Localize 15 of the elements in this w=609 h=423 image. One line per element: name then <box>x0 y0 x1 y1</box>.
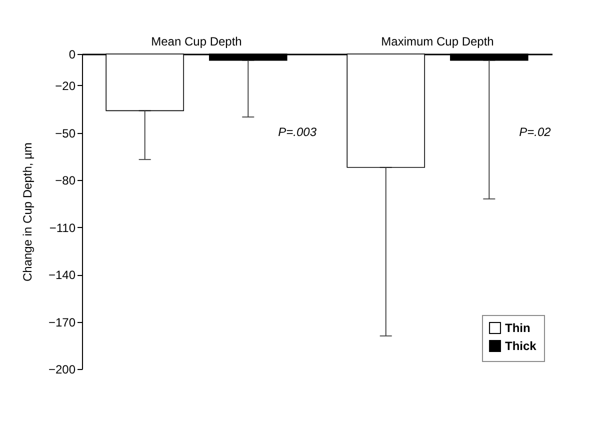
y-tick-label: 0 <box>68 48 76 62</box>
y-tick-label: −110 <box>49 220 76 235</box>
y-tick-label: −20 <box>55 79 76 93</box>
y-tick-label: −200 <box>48 362 76 376</box>
y-tick-label: −80 <box>55 174 76 188</box>
legend-label: Thick <box>505 339 537 353</box>
legend-label: Thin <box>505 321 530 335</box>
x-tick-label: Maximum Cup Depth <box>381 34 494 48</box>
y-tick-label: −140 <box>48 268 76 282</box>
annotation: P=.02 <box>519 125 552 139</box>
y-axis-title: Change in Cup Depth, µm <box>20 142 34 282</box>
y-tick-label: −50 <box>55 126 76 140</box>
annotation: P=.003 <box>278 125 317 139</box>
y-tick-label: −170 <box>48 315 76 330</box>
x-tick-label: Mean Cup Depth <box>151 34 242 48</box>
